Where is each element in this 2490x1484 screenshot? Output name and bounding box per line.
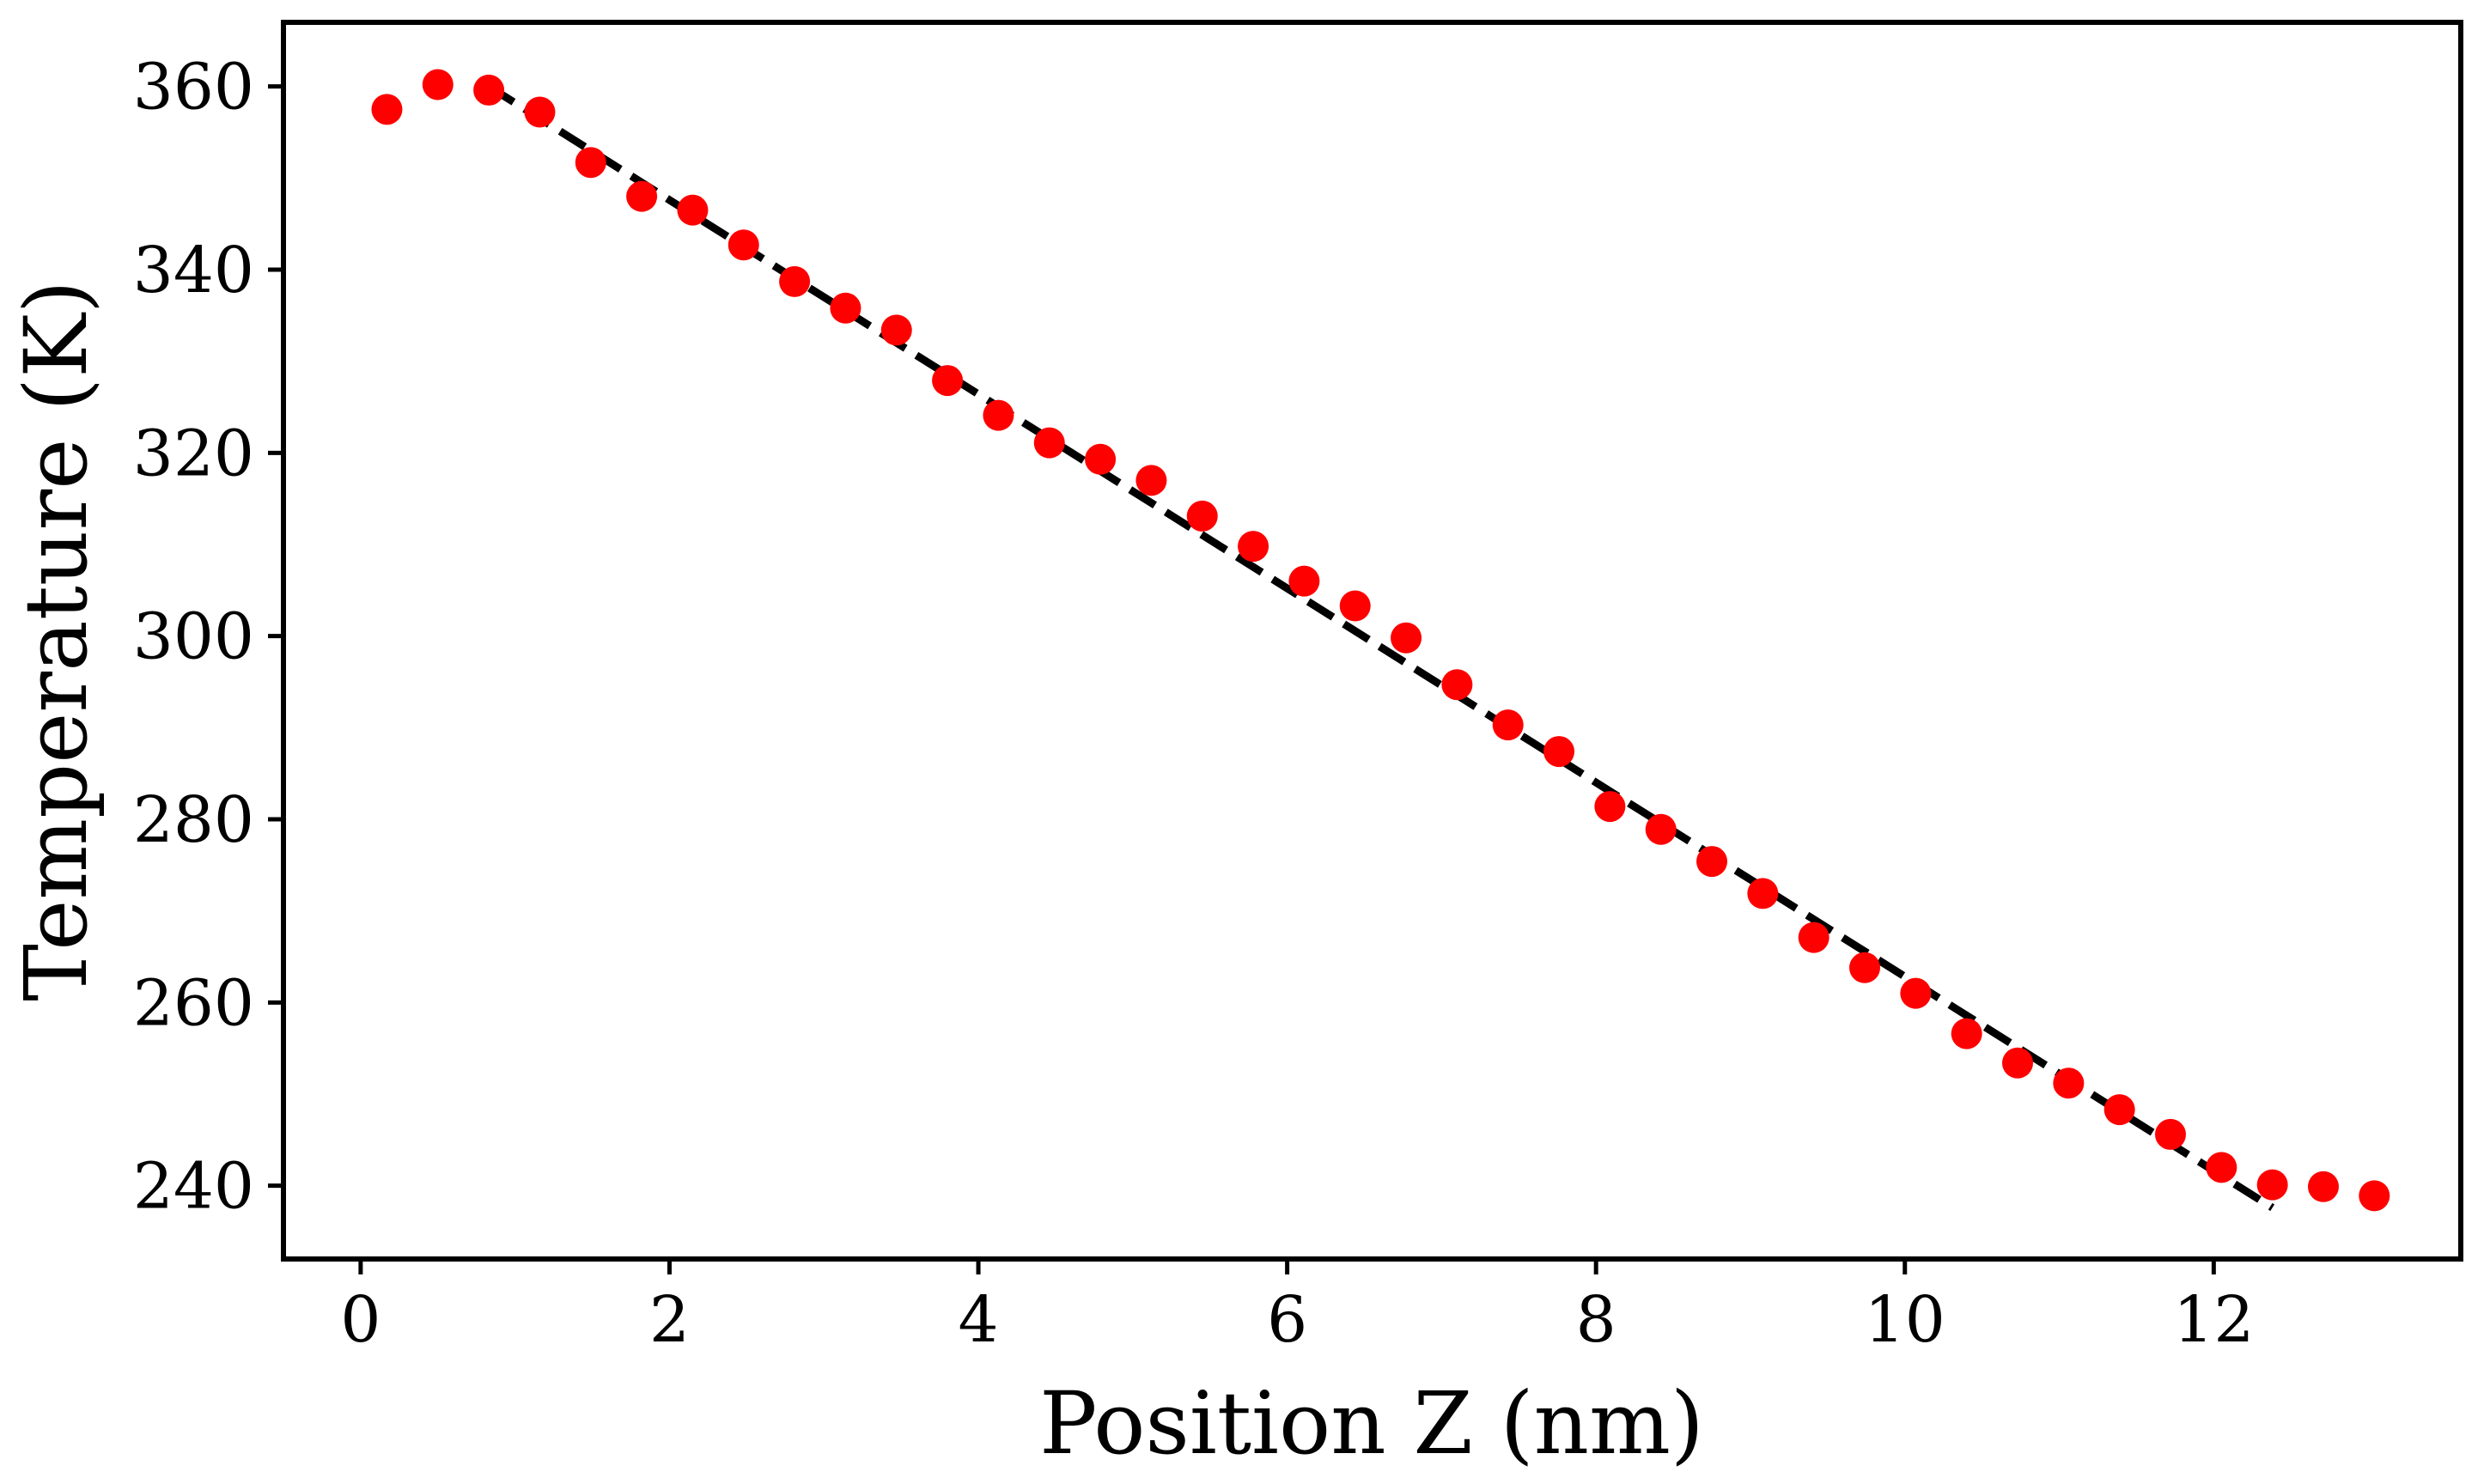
temperature-data-point	[2002, 1047, 2034, 1079]
temperature-data-point	[2155, 1118, 2186, 1150]
x-tick-label: 4	[958, 1283, 998, 1357]
data-points-layer	[371, 69, 2390, 1212]
temperature-data-point	[1135, 465, 1167, 496]
temperature-data-point	[524, 96, 556, 128]
temperature-data-point	[1441, 669, 1473, 701]
temperature-data-point	[1951, 1018, 1982, 1049]
y-tick-label: 260	[133, 966, 254, 1040]
temperature-data-point	[1339, 590, 1371, 622]
temperature-data-point	[932, 365, 964, 397]
temperature-data-point	[779, 265, 811, 297]
x-tick-label: 8	[1576, 1283, 1616, 1357]
temperature-data-point	[1186, 500, 1218, 532]
temperature-data-point	[1391, 622, 1422, 654]
x-tick-label: 0	[340, 1283, 381, 1357]
plot-frame	[281, 20, 2463, 1262]
temperature-data-point	[2256, 1169, 2288, 1201]
temperature-data-point	[371, 94, 403, 125]
temperature-data-point	[1645, 813, 1677, 845]
temperature-data-point	[830, 292, 861, 324]
temperature-data-point	[575, 147, 606, 179]
temperature-data-point	[1492, 709, 1524, 741]
x-axis-ticks: 0 2 4 6 8 10 12	[340, 1259, 2254, 1357]
x-tick-label: 6	[1267, 1283, 1307, 1357]
temperature-data-point	[1900, 977, 1932, 1009]
y-tick-label: 320	[133, 417, 254, 490]
temperature-data-point	[1798, 921, 1829, 953]
temperature-data-point	[2307, 1171, 2339, 1202]
temperature-data-point	[1747, 878, 1779, 909]
temperature-data-point	[1085, 443, 1117, 475]
y-tick-label: 280	[133, 783, 254, 857]
temperature-data-point	[422, 69, 454, 100]
y-axis-ticks: 240 260 280 300 320 340 360	[133, 51, 283, 1224]
y-axis-title: Temperature (K)	[6, 280, 107, 1001]
temperature-data-point	[2103, 1094, 2135, 1126]
y-tick-label: 300	[133, 600, 254, 674]
temperature-data-point	[1033, 427, 1065, 459]
y-tick-label: 360	[133, 51, 254, 125]
temperature-data-point	[2206, 1152, 2237, 1183]
x-tick-label: 12	[2173, 1283, 2254, 1357]
temperature-data-point	[473, 74, 505, 106]
x-axis-title: Position Z (nm)	[1039, 1373, 1704, 1474]
temperature-data-point	[1288, 565, 1320, 597]
temperature-data-point	[2053, 1067, 2085, 1099]
temperature-data-point	[1849, 952, 1881, 983]
temperature-data-point	[677, 194, 709, 226]
x-tick-label: 2	[649, 1283, 690, 1357]
temperature-data-point	[1238, 531, 1269, 563]
y-tick-label: 340	[133, 234, 254, 307]
temperature-data-point	[626, 180, 658, 212]
temperature-data-point	[880, 314, 912, 346]
temperature-data-point	[1594, 791, 1626, 823]
x-tick-label: 10	[1865, 1283, 1945, 1357]
y-tick-label: 240	[133, 1150, 254, 1224]
temperature-data-point	[1696, 846, 1728, 878]
temperature-data-point	[1543, 736, 1575, 768]
temperature-data-point	[2359, 1180, 2390, 1212]
temperature-data-point	[983, 399, 1014, 431]
temperature-data-point	[728, 229, 759, 261]
